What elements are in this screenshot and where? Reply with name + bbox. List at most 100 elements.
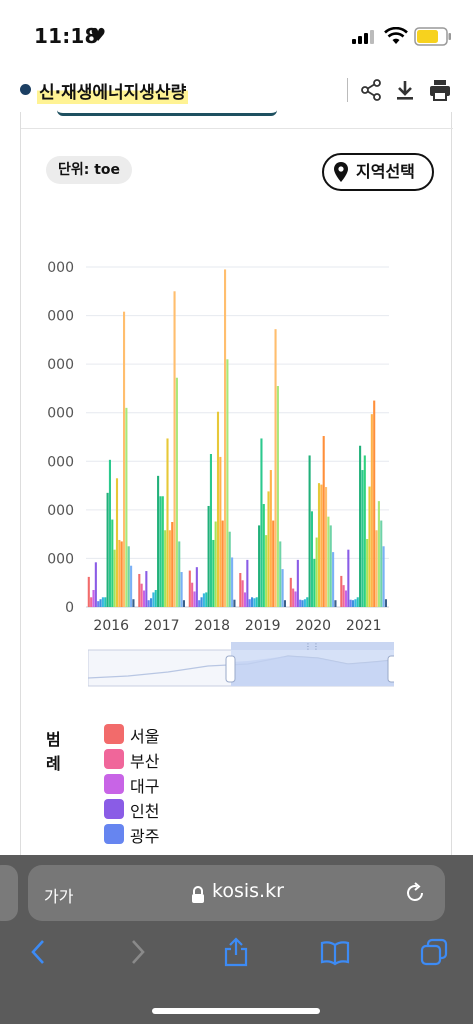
bar[interactable] (202, 593, 205, 607)
bar[interactable] (329, 525, 332, 607)
bar[interactable] (152, 592, 155, 607)
share-sheet-icon[interactable] (221, 937, 251, 967)
bar[interactable] (123, 311, 126, 607)
bar[interactable] (267, 491, 270, 607)
bar[interactable] (272, 520, 275, 607)
bar[interactable] (325, 487, 328, 607)
bar[interactable] (171, 522, 174, 607)
legend-item[interactable]: 광주 (104, 822, 224, 846)
bar[interactable] (226, 359, 229, 607)
bar[interactable] (320, 484, 323, 607)
share-icon[interactable] (359, 78, 383, 102)
bar[interactable] (294, 591, 297, 607)
bar[interactable] (173, 291, 176, 607)
bar[interactable] (289, 577, 292, 607)
bar[interactable] (276, 386, 279, 607)
bar[interactable] (87, 576, 90, 607)
bar[interactable] (317, 483, 321, 607)
bar[interactable] (255, 597, 258, 607)
bar[interactable] (313, 558, 316, 607)
bar[interactable] (200, 597, 203, 607)
text-size-button[interactable]: 가가 (44, 887, 74, 906)
bar[interactable] (108, 459, 111, 607)
legend-item[interactable]: 서울 (104, 722, 224, 746)
bar[interactable] (125, 407, 128, 607)
bar[interactable] (127, 546, 130, 607)
bar[interactable] (140, 583, 143, 607)
bar[interactable] (344, 590, 348, 607)
bar[interactable] (97, 601, 100, 607)
bar[interactable] (205, 592, 208, 607)
bar[interactable] (368, 486, 371, 607)
bar[interactable] (115, 478, 119, 607)
bar[interactable] (375, 530, 378, 607)
bar[interactable] (299, 599, 302, 607)
legend-item[interactable]: 부산 (104, 747, 224, 771)
bar[interactable] (248, 599, 251, 607)
bar[interactable] (147, 600, 150, 607)
bar[interactable] (182, 600, 185, 607)
bar[interactable] (154, 590, 157, 607)
print-icon[interactable] (428, 78, 452, 102)
bar[interactable] (99, 599, 102, 607)
bar[interactable] (361, 470, 364, 607)
bar[interactable] (352, 600, 355, 607)
bar[interactable] (241, 580, 244, 607)
bar[interactable] (113, 549, 116, 607)
bar[interactable] (269, 470, 272, 607)
bar[interactable] (224, 269, 227, 607)
bar[interactable] (130, 565, 133, 607)
bar[interactable] (310, 511, 313, 607)
range-handle-right[interactable] (387, 655, 394, 683)
bar[interactable] (274, 329, 277, 607)
bar[interactable] (366, 539, 369, 607)
bar[interactable] (195, 567, 198, 607)
legend-item[interactable]: 대구 (104, 772, 224, 796)
bar[interactable] (296, 559, 299, 607)
bar[interactable] (180, 572, 183, 607)
bar[interactable] (308, 455, 311, 607)
bar[interactable] (322, 436, 325, 607)
bar[interactable] (262, 504, 265, 607)
bar[interactable] (283, 600, 286, 607)
bar[interactable] (198, 600, 201, 607)
download-icon[interactable] (393, 78, 417, 102)
bar[interactable] (349, 599, 352, 607)
bar[interactable] (354, 599, 357, 607)
bar[interactable] (233, 599, 236, 607)
bar[interactable] (342, 585, 345, 607)
bar[interactable] (260, 438, 263, 607)
bar[interactable] (253, 598, 256, 607)
range-slider[interactable]: ⋮⋮ (88, 642, 394, 688)
bar[interactable] (212, 539, 215, 607)
back-icon[interactable] (24, 937, 54, 967)
bar[interactable] (382, 546, 385, 607)
bar[interactable] (251, 597, 254, 607)
bar[interactable] (118, 539, 121, 607)
bar[interactable] (384, 599, 387, 607)
bar[interactable] (315, 537, 318, 607)
bar[interactable] (380, 520, 383, 607)
bar[interactable] (327, 516, 330, 607)
bar[interactable] (243, 592, 247, 607)
reload-icon[interactable] (403, 881, 427, 905)
bar[interactable] (166, 438, 169, 607)
bar[interactable] (145, 571, 148, 607)
bar[interactable] (347, 549, 350, 607)
bar[interactable] (92, 590, 95, 607)
bar[interactable] (363, 455, 366, 607)
bar[interactable] (377, 501, 380, 607)
bar[interactable] (120, 541, 123, 607)
region-select-button[interactable]: 지역선택 (322, 153, 434, 191)
bar[interactable] (168, 530, 171, 607)
bar[interactable] (303, 599, 306, 607)
bar[interactable] (111, 519, 114, 607)
bar[interactable] (209, 454, 212, 607)
bar[interactable] (164, 530, 167, 607)
bar[interactable] (370, 414, 373, 607)
bar[interactable] (159, 496, 162, 607)
bar[interactable] (221, 520, 224, 607)
bar[interactable] (239, 573, 242, 607)
bar[interactable] (90, 597, 93, 607)
bar[interactable] (301, 600, 304, 607)
